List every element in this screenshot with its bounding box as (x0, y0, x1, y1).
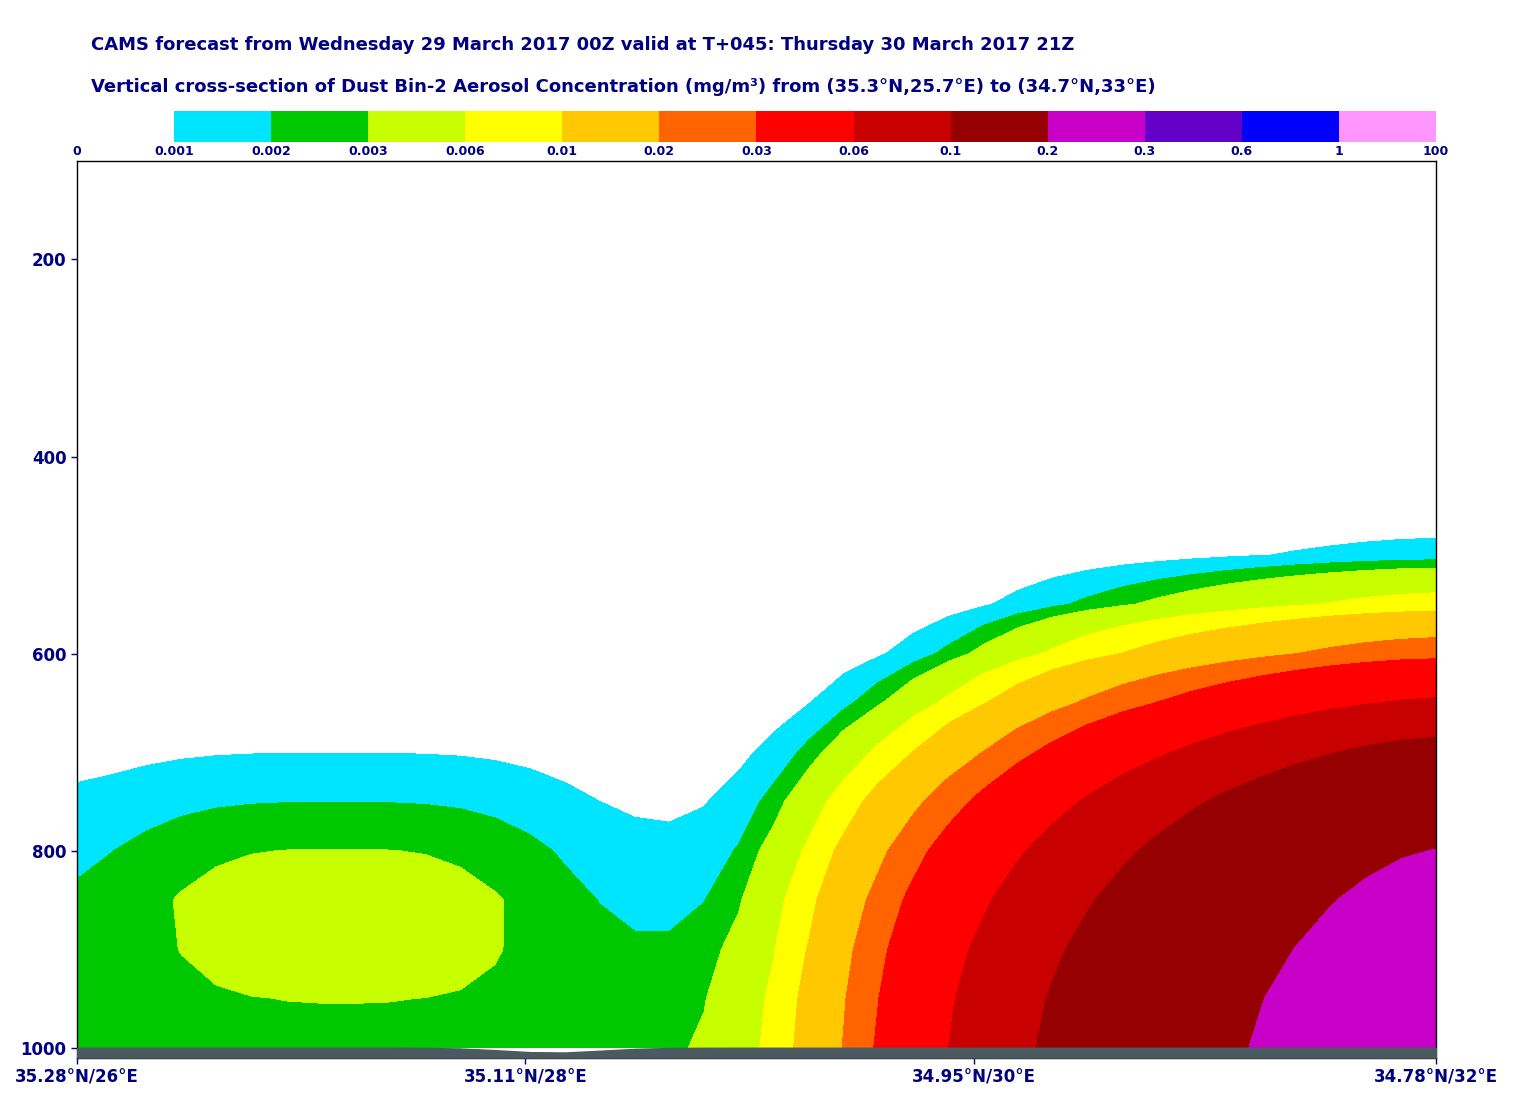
Bar (464, 111, 563, 142)
Text: 1: 1 (1334, 145, 1344, 159)
Bar (756, 111, 853, 142)
Bar (1242, 111, 1339, 142)
Bar (1145, 111, 1242, 142)
Text: 0.1: 0.1 (940, 145, 962, 159)
Bar (1047, 111, 1145, 142)
Text: 0.02: 0.02 (645, 145, 675, 159)
Text: 0.003: 0.003 (348, 145, 387, 159)
Bar (174, 111, 271, 142)
Text: 0.006: 0.006 (445, 145, 486, 159)
Bar (368, 111, 464, 142)
Text: 0: 0 (73, 145, 82, 159)
Bar (660, 111, 756, 142)
Text: 0.001: 0.001 (154, 145, 194, 159)
Text: CAMS forecast from Wednesday 29 March 2017 00Z valid at T+045: Thursday 30 March: CAMS forecast from Wednesday 29 March 20… (91, 36, 1074, 54)
Text: 100: 100 (1422, 145, 1449, 159)
Text: 0.002: 0.002 (251, 145, 290, 159)
Text: 0.2: 0.2 (1036, 145, 1059, 159)
Text: 0.3: 0.3 (1133, 145, 1156, 159)
Bar (563, 111, 660, 142)
Text: 0.03: 0.03 (741, 145, 772, 159)
Text: 0.6: 0.6 (1230, 145, 1253, 159)
Text: Vertical cross-section of Dust Bin-2 Aerosol Concentration (mg/m³) from (35.3°N,: Vertical cross-section of Dust Bin-2 Aer… (91, 77, 1154, 96)
Text: 0.01: 0.01 (546, 145, 578, 159)
Bar (950, 111, 1047, 142)
Text: 0.06: 0.06 (838, 145, 868, 159)
Bar (77, 111, 174, 142)
Bar (853, 111, 950, 142)
Bar (1339, 111, 1436, 142)
Bar (271, 111, 368, 142)
